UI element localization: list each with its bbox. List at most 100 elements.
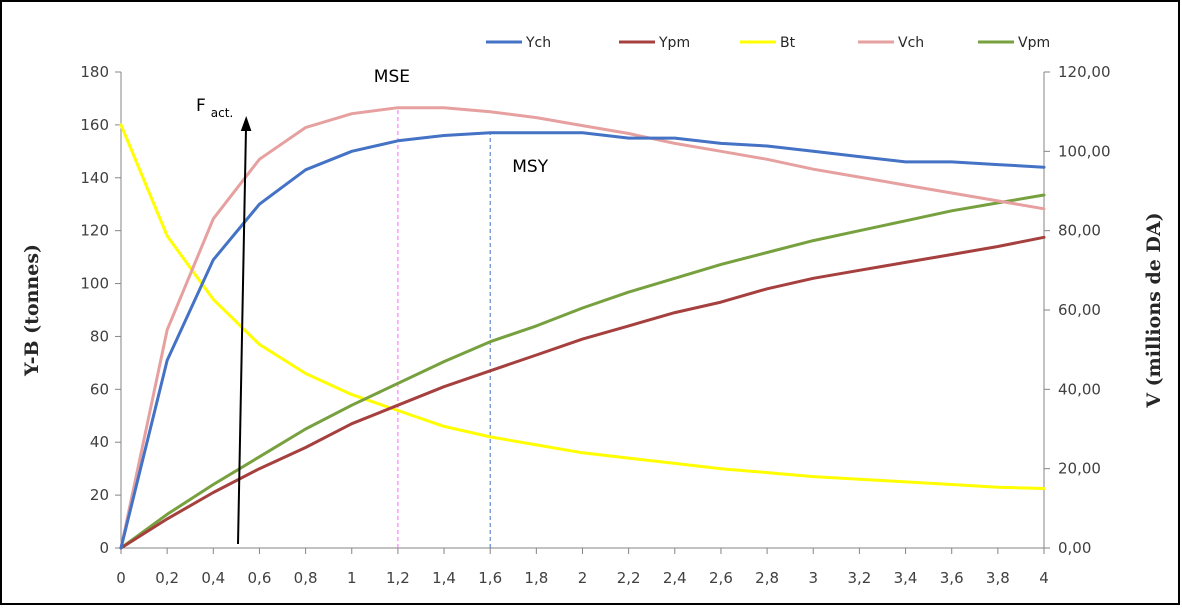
- series-point-ych: [489, 131, 492, 135]
- x-tick-label: 0,4: [201, 569, 225, 587]
- series-point-vpm: [904, 219, 907, 222]
- x-tick-label: 3,6: [940, 569, 964, 587]
- series-point-vch: [258, 158, 261, 161]
- series-point-vch: [581, 124, 584, 127]
- series-point-ych: [627, 136, 630, 140]
- y2-tick-label: 20,00: [1058, 460, 1101, 478]
- series-point-vch: [950, 191, 953, 195]
- series-point-bt: [350, 393, 353, 396]
- series-point-vch: [765, 158, 769, 161]
- series-point-ypm: [950, 253, 953, 256]
- y-tick-label: 140: [80, 169, 109, 187]
- x-tick-label: 3: [808, 569, 818, 587]
- series-point-vch: [165, 328, 169, 332]
- series-point-bt: [1042, 487, 1046, 490]
- series-point-bt: [996, 485, 1000, 489]
- legend-label-bt: Bt: [780, 35, 796, 51]
- x-tick-label: 2,4: [663, 569, 687, 587]
- f-act-label-sub: act.: [211, 106, 233, 120]
- series-point-vpm: [627, 290, 630, 294]
- series-point-vch: [719, 150, 723, 153]
- series-point-ypm: [442, 385, 446, 388]
- series-point-vpm: [1042, 193, 1046, 197]
- series-point-ypm: [812, 277, 815, 280]
- series-point-bt: [950, 483, 953, 486]
- series-point-ypm: [673, 311, 676, 314]
- annotation-layer: MSE MSY F act.: [196, 67, 549, 545]
- legend-label-ych: Ych: [525, 35, 551, 51]
- x-tick-label: 4: [1039, 569, 1049, 587]
- x-tick-label: 2: [578, 569, 588, 587]
- series-point-ych: [765, 144, 769, 148]
- series-point-ych: [719, 142, 723, 145]
- series-point-bt: [442, 425, 446, 428]
- series-point-ych: [350, 150, 353, 153]
- series-point-bt: [904, 480, 907, 484]
- series-point-vpm: [442, 360, 446, 363]
- y2-tick-label: 80,00: [1058, 222, 1101, 240]
- series-point-ypm: [719, 300, 723, 304]
- y2-axis-title: V (millions de DA): [1143, 212, 1165, 408]
- x-tick-label: 1,6: [478, 569, 502, 587]
- axes-layer: 0204060801001201401601800,0020,0040,0060…: [21, 63, 1165, 587]
- series-point-vch: [396, 106, 400, 109]
- x-tick-label: 0: [116, 569, 126, 587]
- series-point-bt: [165, 234, 169, 238]
- y-tick-label: 0: [99, 539, 109, 557]
- series-point-vch: [996, 199, 1000, 203]
- x-tick-label: 0,2: [155, 569, 179, 587]
- series-point-ypm: [489, 369, 492, 373]
- f-act-label-main: F: [196, 96, 206, 116]
- series-point-ych: [165, 359, 169, 362]
- series-point-ych: [858, 155, 861, 158]
- series-point-ych: [812, 150, 815, 153]
- f-act-arrow-shaft: [237, 127, 247, 545]
- series-point-ych: [119, 546, 123, 550]
- series-point-bt: [396, 409, 400, 412]
- series-point-ypm: [904, 261, 907, 264]
- legend: Ych Ypm Bt Vch Vpm: [486, 35, 1050, 51]
- legend-label-vpm: Vpm: [1018, 35, 1050, 51]
- series-point-ypm: [1042, 236, 1046, 239]
- series-point-ych: [535, 131, 538, 135]
- y2-tick-label: 60,00: [1058, 301, 1101, 319]
- series-point-ypm: [258, 467, 261, 470]
- series-layer: [119, 106, 1046, 550]
- series-point-vch: [212, 217, 215, 220]
- annotation-msy: MSY: [512, 157, 548, 177]
- x-tick-label: 2,2: [617, 569, 641, 587]
- y2-tick-label: 120,00: [1058, 63, 1111, 81]
- series-point-ych: [212, 258, 215, 261]
- series-point-bt: [673, 462, 676, 465]
- series-point-vch: [304, 126, 307, 129]
- series-point-vpm: [812, 239, 815, 242]
- series-point-ypm: [350, 422, 353, 425]
- series-point-ypm: [858, 269, 861, 272]
- series-point-vpm: [304, 427, 307, 431]
- series-point-ypm: [581, 337, 584, 341]
- series-point-ypm: [165, 517, 169, 521]
- series-point-ypm: [996, 245, 1000, 248]
- series-point-ypm: [765, 287, 769, 291]
- series-point-vpm: [212, 483, 215, 486]
- x-tick-label: 0,6: [248, 569, 272, 587]
- series-point-vpm: [396, 382, 400, 385]
- series-point-bt: [719, 467, 723, 470]
- series-point-vch: [627, 132, 630, 135]
- f-act-arrow-head: [240, 116, 252, 131]
- series-point-vch: [1042, 207, 1046, 211]
- series-point-ych: [581, 131, 584, 135]
- series-point-bt: [119, 123, 123, 127]
- y2-tick-label: 0,00: [1058, 539, 1091, 557]
- x-tick-label: 1,8: [524, 569, 548, 587]
- series-point-vpm: [535, 324, 538, 328]
- series-point-vch: [904, 183, 907, 187]
- series-point-ypm: [304, 446, 307, 449]
- series-point-vch: [442, 106, 446, 109]
- y-axis-title: Y-B (tonnes): [21, 244, 43, 377]
- y-tick-label: 180: [80, 63, 109, 81]
- series-point-vpm: [350, 404, 353, 407]
